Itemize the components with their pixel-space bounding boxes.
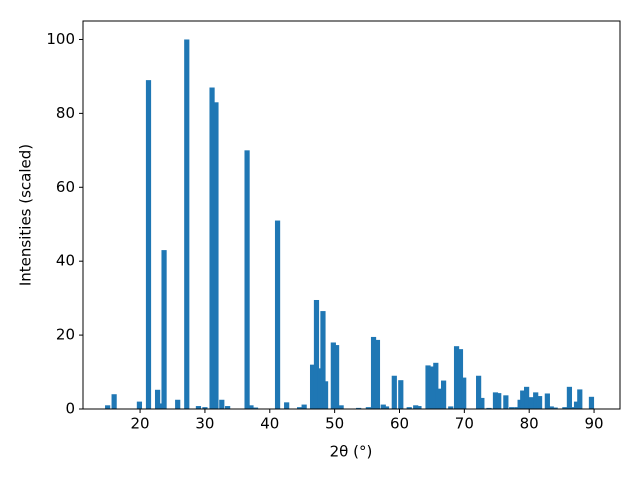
bar: [154, 389, 161, 409]
bar: [476, 375, 482, 409]
x-tick-label: 20: [131, 415, 150, 433]
bar: [562, 407, 568, 409]
bar: [533, 392, 539, 409]
bar: [219, 399, 225, 409]
bar: [284, 402, 290, 409]
bar: [440, 380, 447, 409]
bar: [524, 386, 530, 409]
bar: [320, 311, 326, 409]
bar: [213, 102, 219, 410]
bar: [588, 396, 595, 409]
bar: [548, 406, 554, 409]
bar: [338, 405, 344, 409]
bar: [248, 405, 254, 409]
y-tick-label: 80: [56, 104, 75, 122]
bar: [552, 407, 558, 409]
bar: [111, 394, 117, 409]
bar: [406, 407, 412, 409]
y-tick-label: 0: [65, 400, 75, 418]
bar: [370, 336, 377, 409]
x-tick-label: 40: [260, 415, 279, 433]
bar: [145, 80, 152, 409]
x-tick-label: 50: [325, 415, 344, 433]
bar: [577, 389, 583, 409]
bar: [479, 397, 485, 409]
bar: [105, 405, 111, 409]
bar: [433, 362, 439, 409]
bar: [536, 396, 543, 409]
x-axis-label: 2θ (°): [330, 443, 373, 461]
x-tick-label: 60: [390, 415, 409, 433]
bar: [492, 392, 499, 409]
bar: [175, 399, 181, 409]
bar: [496, 393, 502, 409]
y-tick-label: 60: [56, 178, 75, 196]
bar: [573, 401, 580, 409]
bar: [365, 407, 371, 409]
bar: [156, 403, 163, 409]
bar: [429, 366, 435, 409]
bar: [244, 150, 250, 410]
y-tick-label: 40: [56, 252, 75, 270]
bar: [380, 404, 386, 409]
bar: [330, 342, 336, 409]
x-tick-label: 80: [520, 415, 539, 433]
bar: [374, 339, 381, 409]
bar: [202, 407, 208, 409]
bar: [461, 377, 467, 409]
bar: [274, 220, 281, 409]
bar: [313, 299, 320, 409]
bar: [514, 407, 520, 409]
bar: [425, 365, 431, 409]
bar: [383, 406, 390, 409]
x-tick-label: 30: [195, 415, 214, 433]
bar: [413, 405, 419, 409]
x-tick-label: 70: [455, 415, 474, 433]
bar: [391, 375, 397, 409]
bar: [503, 395, 509, 409]
plot-frame: [82, 20, 621, 410]
bar: [457, 349, 464, 409]
bar: [566, 386, 573, 409]
bar: [195, 406, 202, 409]
bar: [184, 39, 190, 409]
bar: [528, 397, 534, 409]
bar: [398, 380, 404, 409]
y-tick-label: 20: [56, 326, 75, 344]
bar: [416, 406, 422, 409]
bar: [225, 406, 231, 409]
y-axis-label: Intensities (scaled): [17, 144, 35, 286]
bar: [209, 87, 215, 409]
bar: [301, 404, 307, 409]
bar: [486, 407, 492, 409]
bar: [435, 388, 442, 409]
x-tick-label: 90: [585, 415, 604, 433]
bar: [322, 381, 329, 409]
bar: [309, 364, 316, 409]
bar: [136, 401, 143, 409]
bar: [252, 407, 259, 409]
bar: [297, 407, 303, 409]
bar: [453, 346, 460, 409]
bar: [356, 407, 362, 409]
bar: [333, 345, 340, 409]
bar: [317, 368, 323, 409]
bar: [570, 407, 576, 409]
bar: [448, 406, 454, 409]
y-tick-label: 100: [46, 30, 75, 48]
bar: [161, 250, 167, 409]
bar: [509, 407, 515, 409]
bar: [544, 393, 550, 409]
bar: [520, 390, 526, 409]
